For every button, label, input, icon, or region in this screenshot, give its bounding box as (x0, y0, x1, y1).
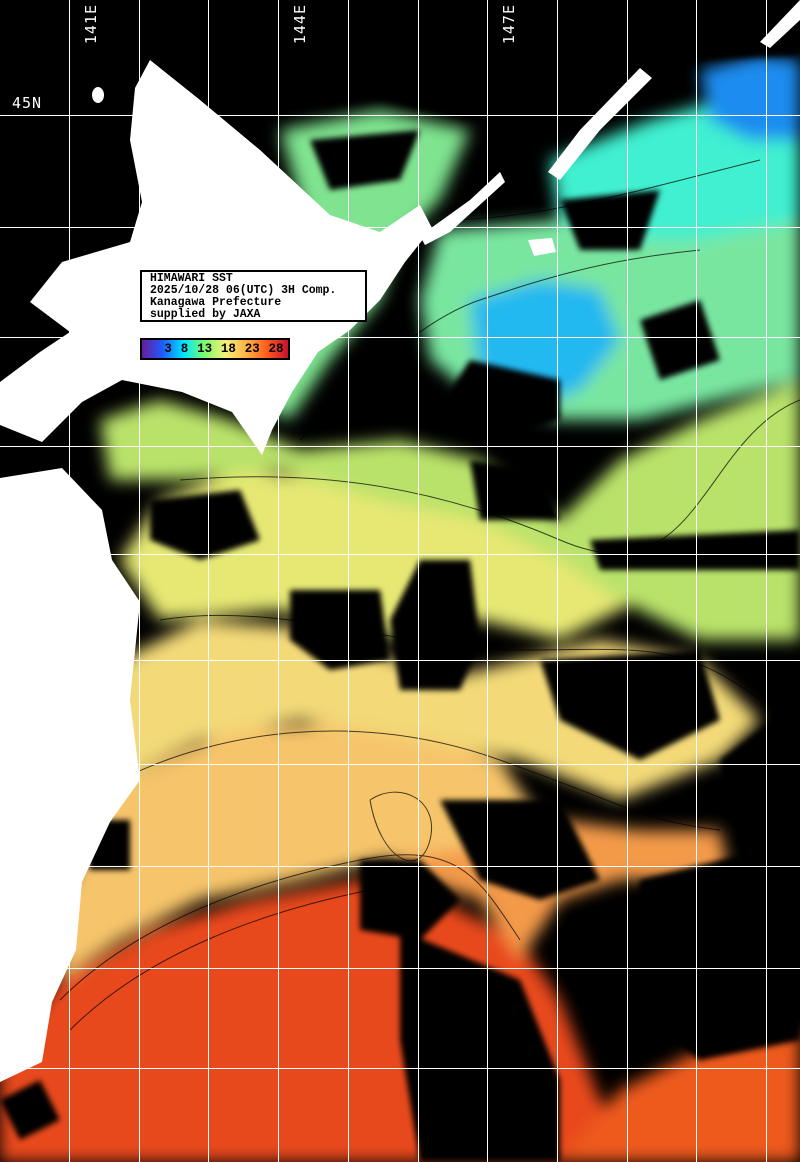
info-title: HIMAWARI SST (150, 272, 233, 285)
etorofu-island (548, 68, 652, 180)
isotherm-contours (59, 159, 800, 1031)
colorbar-label: 28 (268, 342, 284, 356)
colorbar-label: 3 (164, 342, 172, 356)
lat-label-45n: 45N (12, 94, 43, 112)
hokkaido (0, 60, 432, 455)
colorbar-label: 18 (220, 342, 236, 356)
kunashiri-island (420, 172, 505, 245)
temperature-colorbar: 3 8 13 18 23 28 (140, 338, 290, 360)
info-box: HIMAWARI SST 2025/10/28 06(UTC) 3H Comp.… (140, 270, 367, 322)
colorbar-label: 23 (244, 342, 260, 356)
shikotan-island (528, 238, 556, 256)
urup-island (760, 0, 800, 48)
colorbar-label: 13 (197, 342, 213, 356)
info-datetime: 2025/10/28 06(UTC) 3H Comp. (150, 284, 337, 297)
info-org: Kanagawa Prefecture (150, 296, 282, 309)
lon-label-141e: 141E (82, 4, 100, 45)
lon-label-147e: 147E (500, 4, 518, 45)
info-credit: supplied by JAXA (150, 308, 261, 321)
lon-label-144e: 144E (291, 4, 309, 45)
colorbar-label: 8 (180, 342, 189, 356)
